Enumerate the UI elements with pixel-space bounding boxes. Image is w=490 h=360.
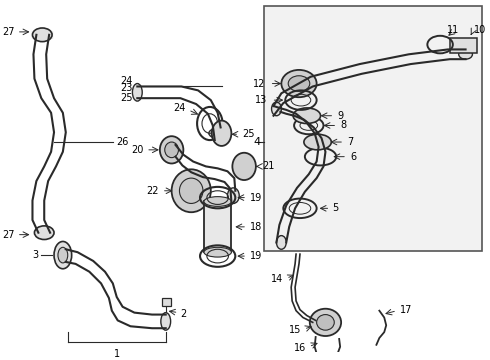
Ellipse shape <box>304 134 331 150</box>
Text: 3: 3 <box>32 250 38 260</box>
Text: 20: 20 <box>131 145 143 155</box>
Text: 14: 14 <box>271 274 283 284</box>
Ellipse shape <box>271 102 281 116</box>
Text: 8: 8 <box>340 121 346 130</box>
Text: 21: 21 <box>262 161 274 171</box>
Text: 24: 24 <box>120 76 132 86</box>
Text: 12: 12 <box>253 78 266 89</box>
Ellipse shape <box>281 70 317 97</box>
Text: 5: 5 <box>332 203 339 213</box>
Text: 9: 9 <box>337 111 343 121</box>
Ellipse shape <box>54 242 72 269</box>
Text: 7: 7 <box>347 137 353 147</box>
Ellipse shape <box>179 178 203 203</box>
Ellipse shape <box>204 197 231 206</box>
Text: 22: 22 <box>147 186 159 196</box>
Text: 11: 11 <box>447 25 459 35</box>
Ellipse shape <box>310 309 341 336</box>
Text: 19: 19 <box>250 251 262 261</box>
Bar <box>264 5 482 251</box>
Text: 10: 10 <box>474 25 487 35</box>
Text: 4: 4 <box>253 137 260 147</box>
Bar <box>450 38 477 53</box>
Text: 17: 17 <box>400 305 412 315</box>
Ellipse shape <box>293 108 320 123</box>
Text: 23: 23 <box>120 84 132 94</box>
Text: 25: 25 <box>242 129 255 139</box>
Ellipse shape <box>276 235 286 249</box>
Text: 15: 15 <box>289 325 301 335</box>
Ellipse shape <box>32 28 52 42</box>
Text: 26: 26 <box>116 137 128 147</box>
Text: 19: 19 <box>250 193 262 203</box>
Ellipse shape <box>58 247 68 263</box>
Ellipse shape <box>132 84 142 101</box>
Text: 16: 16 <box>294 343 306 353</box>
Text: 2: 2 <box>180 309 187 319</box>
Ellipse shape <box>288 76 310 91</box>
Ellipse shape <box>171 142 180 159</box>
Ellipse shape <box>204 247 231 257</box>
Ellipse shape <box>172 169 211 212</box>
Ellipse shape <box>227 188 239 203</box>
Ellipse shape <box>34 226 54 239</box>
Ellipse shape <box>161 312 171 330</box>
Ellipse shape <box>212 121 231 146</box>
Text: 6: 6 <box>350 152 356 162</box>
Bar <box>204 202 231 252</box>
Ellipse shape <box>160 136 183 163</box>
Ellipse shape <box>232 153 256 180</box>
Text: 27: 27 <box>2 230 15 240</box>
Text: 13: 13 <box>255 95 268 105</box>
Text: 27: 27 <box>2 27 15 37</box>
Ellipse shape <box>165 142 178 158</box>
Ellipse shape <box>209 129 226 138</box>
Text: 18: 18 <box>250 222 262 232</box>
Text: 25: 25 <box>120 93 132 103</box>
Text: 1: 1 <box>114 349 120 359</box>
Ellipse shape <box>317 315 334 330</box>
Ellipse shape <box>459 49 472 59</box>
Text: 24: 24 <box>173 103 185 113</box>
Bar <box>162 298 171 306</box>
